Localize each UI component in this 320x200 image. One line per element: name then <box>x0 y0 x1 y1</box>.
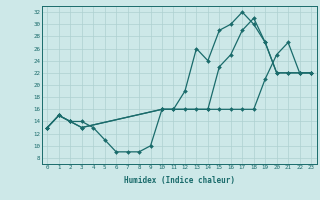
X-axis label: Humidex (Indice chaleur): Humidex (Indice chaleur) <box>124 176 235 185</box>
